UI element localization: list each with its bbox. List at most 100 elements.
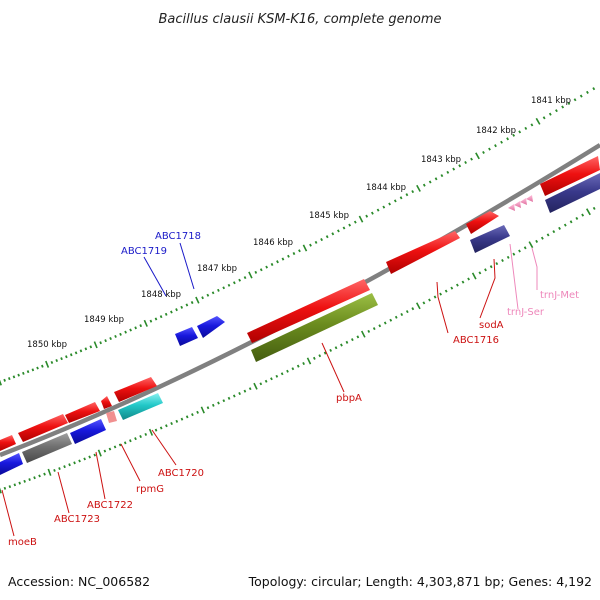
inner-ruler-minor-tick: [3, 486, 7, 490]
outer-ruler-minor-tick: [139, 324, 143, 328]
label-abc1722: ABC1722: [87, 500, 133, 511]
outer-ruler-major-tick: [195, 296, 200, 304]
inner-ruler-minor-tick: [518, 249, 521, 253]
reverse-strand-genes: [0, 173, 600, 475]
outer-ruler-major-tick: [0, 379, 2, 386]
rpmg-gene: [106, 411, 117, 423]
inner-ruler-minor-tick: [523, 246, 527, 250]
inner-ruler: [0, 206, 596, 494]
inner-ruler-minor-tick: [232, 394, 236, 398]
inner-ruler-major-tick: [415, 302, 421, 310]
ruler-labels: 1841 kbp 1842 kbp 1843 kbp 1844 kbp 1845…: [27, 96, 571, 350]
inner-ruler-minor-tick: [575, 216, 579, 220]
inner-ruler-minor-tick: [13, 483, 17, 487]
outer-ruler-minor-tick: [592, 87, 596, 91]
outer-ruler-minor-tick: [243, 276, 247, 280]
outer-ruler-minor-tick: [337, 229, 340, 233]
inner-ruler-minor-tick: [367, 329, 371, 333]
inner-ruler-minor-tick: [103, 449, 107, 453]
ruler-label-1841: 1841 kbp: [531, 96, 571, 106]
inner-ruler-major-tick: [360, 330, 366, 338]
outer-ruler-major-tick: [416, 184, 421, 192]
inner-ruler-minor-tick: [372, 327, 376, 331]
outer-ruler-minor-tick: [452, 167, 456, 171]
inner-ruler-minor-tick: [535, 239, 539, 243]
outer-ruler-minor-tick: [79, 349, 83, 353]
outer-ruler-major-tick: [143, 319, 148, 327]
inner-ruler-minor-tick: [259, 382, 263, 386]
outer-ruler-minor-tick: [41, 364, 44, 368]
outer-ruler-minor-tick: [190, 301, 194, 305]
forward-strand-genes: [0, 156, 600, 451]
label-abc1718: ABC1718: [155, 231, 201, 242]
ruler-label-1846: 1846 kbp: [253, 238, 293, 248]
gene-arrow-1841: [540, 156, 600, 196]
inner-ruler-minor-tick: [123, 441, 127, 445]
inner-ruler-minor-tick: [280, 372, 284, 376]
outer-ruler-minor-tick: [84, 347, 88, 351]
gene-arrow-soda: [466, 211, 499, 234]
gene-labels: ABC1718 ABC1719 trnJ-Met trnJ-Ser sodA A…: [8, 231, 579, 548]
inner-ruler-minor-tick: [243, 389, 247, 393]
outer-ruler-major-tick: [93, 341, 98, 349]
trna-icon-4: [526, 195, 533, 202]
inner-ruler-minor-tick: [302, 362, 305, 366]
inner-ruler-minor-tick: [18, 481, 21, 485]
outer-ruler-minor-tick: [405, 193, 409, 197]
ruler-label-1847: 1847 kbp: [197, 264, 237, 274]
inner-ruler-minor-tick: [170, 422, 173, 426]
outer-ruler-minor-tick: [388, 202, 391, 206]
inner-ruler-minor-tick: [165, 424, 168, 428]
outer-ruler-minor-tick: [265, 265, 269, 269]
outer-ruler-minor-tick: [548, 112, 552, 116]
inner-ruler-minor-tick: [389, 318, 393, 322]
inner-ruler-minor-tick: [512, 252, 516, 256]
outer-ruler-minor-tick: [434, 177, 438, 181]
inner-ruler-minor-tick: [264, 379, 268, 383]
inner-ruler-minor-tick: [211, 403, 215, 407]
outer-ruler-minor-tick: [320, 237, 323, 242]
inner-ruler-minor-tick: [238, 392, 241, 396]
inner-ruler-minor-tick: [495, 262, 499, 266]
inner-ruler-minor-tick: [88, 455, 91, 459]
outer-ruler-minor-tick: [164, 312, 168, 316]
inner-ruler-minor-tick: [563, 223, 567, 227]
outer-ruler-minor-tick: [393, 199, 397, 203]
inner-ruler-minor-tick: [456, 283, 459, 287]
gene-arrow-1850a: [18, 414, 68, 442]
inner-ruler-minor-tick: [196, 410, 199, 414]
inner-ruler-minor-tick: [501, 258, 504, 263]
inner-ruler-minor-tick: [489, 265, 493, 269]
gene-arrow-abc1719: [175, 327, 198, 346]
outer-ruler-minor-tick: [353, 220, 357, 224]
inner-ruler-minor-tick: [144, 432, 148, 436]
outer-ruler-minor-tick: [22, 371, 25, 375]
inner-ruler-minor-tick: [93, 453, 97, 457]
outer-ruler-minor-tick: [180, 305, 184, 309]
inner-ruler-major-tick: [586, 208, 591, 216]
inner-ruler-minor-tick: [444, 289, 448, 293]
outer-ruler-minor-tick: [567, 101, 571, 105]
leader-trnj-met: [531, 247, 538, 290]
outer-ruler-minor-tick: [470, 157, 473, 161]
inner-ruler-minor-tick: [222, 399, 226, 403]
inner-ruler-minor-tick: [43, 472, 46, 476]
inner-ruler-minor-tick: [28, 478, 31, 481]
inner-ruler-minor-tick: [159, 426, 163, 430]
trna-icon-1: [508, 204, 515, 211]
inner-ruler-minor-tick: [334, 346, 338, 350]
outer-ruler-minor-tick: [281, 257, 285, 261]
outer-ruler-minor-tick: [222, 286, 226, 290]
inner-ruler-major-tick: [200, 406, 205, 414]
outer-ruler-minor-tick: [488, 147, 491, 151]
inner-ruler-minor-tick: [129, 439, 132, 443]
gene-arrow-abc1720-up: [114, 377, 157, 402]
inner-ruler-minor-tick: [592, 206, 596, 210]
ruler-label-1843: 1843 kbp: [421, 155, 461, 165]
inner-ruler-minor-tick: [400, 312, 404, 317]
outer-ruler-minor-tick: [287, 254, 290, 258]
inner-ruler-minor-tick: [53, 469, 56, 472]
outer-ruler-minor-tick: [561, 105, 565, 109]
inner-ruler-minor-tick: [345, 340, 349, 344]
inner-ruler-minor-tick: [206, 406, 210, 410]
